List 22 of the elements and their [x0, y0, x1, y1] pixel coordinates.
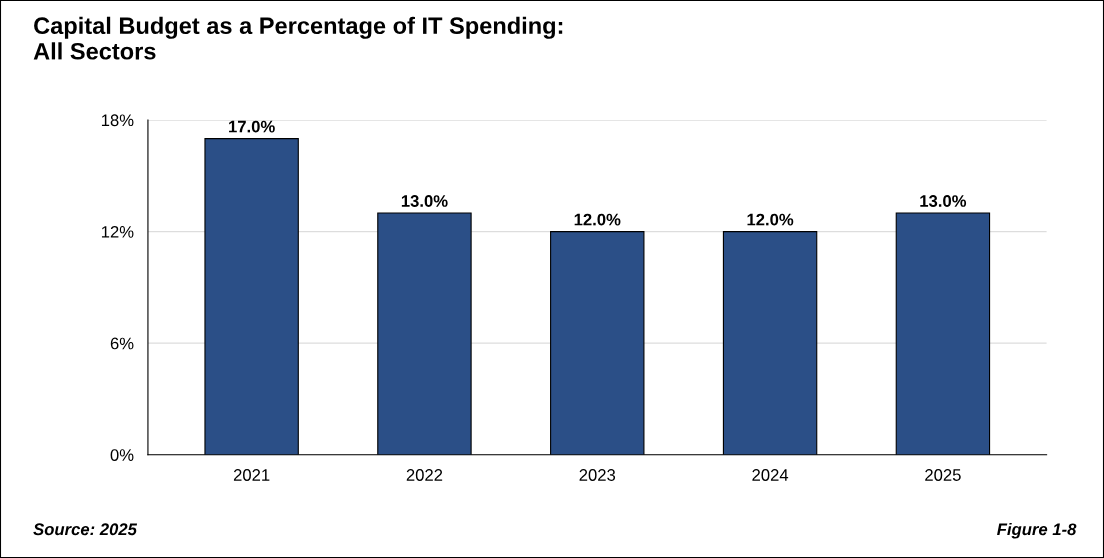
data-label: 13.0%	[401, 195, 448, 207]
data-label: 12.0%	[574, 213, 621, 226]
data-label: 12.0%	[747, 213, 794, 226]
data-label: 17.0%	[229, 120, 275, 133]
y-tick-label: 12%	[101, 225, 134, 238]
bar	[377, 212, 472, 455]
x-tick-label: 2025	[925, 469, 961, 481]
chart-title: Capital Budget as a Percentage of IT Spending: All Sectors	[33, 16, 563, 60]
x-tick-label: 2021	[233, 469, 270, 481]
x-tick-label: 2022	[406, 469, 443, 481]
x-tick-label: 2023	[579, 469, 616, 481]
y-tick-label: 18%	[101, 114, 134, 127]
bar	[895, 212, 991, 455]
bar	[550, 231, 645, 455]
y-tick-label: 0%	[110, 449, 134, 461]
source-note: Source: 2025	[33, 523, 138, 536]
x-tick-label: 2024	[752, 469, 789, 481]
caption: Figure 1-8	[997, 522, 1077, 539]
data-label: 13.0%	[920, 195, 967, 207]
bar	[722, 231, 818, 455]
y-tick-label: 6%	[110, 337, 134, 350]
bar	[204, 138, 299, 455]
